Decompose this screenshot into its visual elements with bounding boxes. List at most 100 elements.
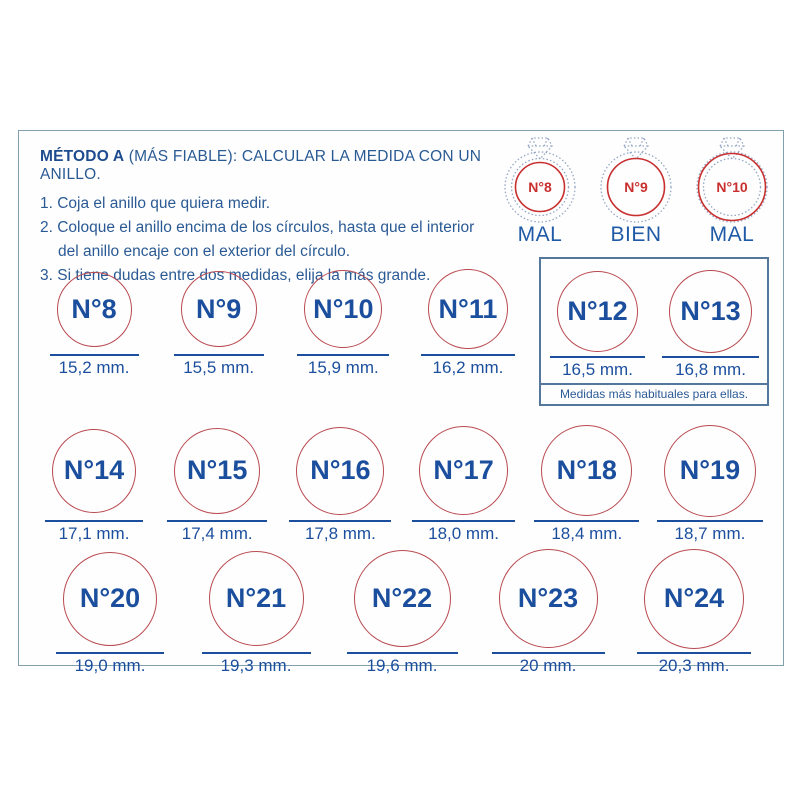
ring-size-cell: N°16 17,8 mm. [281,424,399,544]
size-mm: 16,5 mm. [562,360,633,379]
band-outer [696,151,768,223]
size-mm: 19,3 mm. [220,656,292,675]
common-sizes-cells: N°12 16,5 mm. N°13 16,8 mm. [541,269,767,380]
diamond-icon [719,137,745,160]
circle-wrap: N°24 [644,548,744,649]
ring-size-cell: N°22 19,6 mm. [340,548,464,676]
fit-example-too-big: N°10 MAL [693,133,771,247]
size-circle: N°15 [174,427,261,514]
size-mm: 20 mm. [519,656,577,675]
ring-size-cell: N°11 16,2 mm. [409,267,527,378]
fit-example-too-small: N°8 MAL [501,133,579,247]
size-mm: 15,5 mm. [183,358,255,377]
method-step-1: 1. Coja el anillo que quiera medir. [40,195,271,212]
size-circle: N°20 [63,551,157,646]
measure-line [201,652,311,654]
measure-line [173,354,264,356]
measure-line [656,520,763,522]
fit-examples: N°8 MAL N°9 BIEN [501,133,771,247]
circle-wrap: N°23 [498,548,598,649]
size-circle: N°10 [304,270,383,348]
size-grid: N°8 15,2 mm. N°9 15,5 mm. N°10 15,9 mm. … [35,257,769,676]
measure-line [297,354,390,356]
size-label: N°16 [310,455,371,485]
circle-wrap: N°15 [174,424,261,517]
ring-icon: N°8 [504,137,576,223]
circle-wrap: N°13 [669,269,752,353]
measure-line [534,520,640,522]
measure-line [167,520,268,522]
fit-circle-label: N°10 [716,179,747,195]
size-circle: N°13 [669,269,752,353]
circle-wrap: N°20 [63,548,157,649]
ring-size-cell: N°17 18,0 mm. [405,424,523,544]
size-circle: N°8 [56,271,132,347]
guide-frame: MÉTODO A (MÁS FIABLE): CALCULAR LA MEDID… [18,130,784,675]
fit-circle [514,161,566,213]
measure-line [550,356,645,358]
fit-circle [697,152,767,222]
measure-line [56,652,164,654]
size-label: N°23 [517,583,579,613]
size-row-1: N°8 15,2 mm. N°9 15,5 mm. N°10 15,9 mm. … [35,257,769,406]
ring-size-cell: N°20 19,0 mm. [48,548,172,676]
size-circle: N°17 [419,426,509,515]
size-label: N°22 [371,583,433,613]
size-label: N°12 [567,295,628,326]
size-label: N°24 [663,583,725,613]
fit-verdict: BIEN [610,223,662,246]
size-mm: 16,2 mm. [432,358,504,377]
ring-icon: N°9 [600,137,672,223]
band-outer [600,151,672,223]
circle-wrap: N°9 [180,267,257,351]
circle-wrap: N°17 [419,424,509,517]
measure-line [49,354,139,356]
size-circle: N°19 [663,424,756,517]
size-mm: 15,9 mm. [307,358,379,377]
method-title-desc: (MÁS FIABLE): CALCULAR LA MEDIDA CON UN … [40,148,482,183]
circle-wrap: N°19 [663,424,756,517]
ring-size-cell: N°14 17,1 mm. [35,424,153,544]
size-circle: N°24 [644,548,744,649]
ring-size-cell: N°13 16,8 mm. [656,269,766,380]
ring-size-cell: N°12 16,5 mm. [543,269,653,380]
circle-wrap: N°18 [541,424,633,517]
size-label: N°8 [71,293,117,324]
size-mm: 18,0 mm. [428,524,499,543]
size-mm: 19,0 mm. [74,656,146,675]
ring-size-cell: N°19 18,7 mm. [651,424,769,544]
size-mm: 19,6 mm. [366,656,438,675]
size-circle: N°16 [296,426,385,515]
circle-wrap: N°14 [52,424,136,517]
size-circle: N°12 [557,270,638,352]
ring-size-cell: N°21 19,3 mm. [194,548,318,676]
size-mm: 15,2 mm. [58,358,130,377]
measure-line [420,354,515,356]
size-circle: N°21 [208,551,304,646]
size-circle: N°22 [353,550,451,647]
size-label: N°19 [679,455,741,485]
size-label: N°9 [196,293,242,324]
size-circle: N°23 [498,549,598,648]
ring-icon: N°10 [696,137,768,223]
ring-size-cell: N°10 15,9 mm. [284,267,402,378]
method-title: MÉTODO A (MÁS FIABLE): CALCULAR LA MEDID… [40,148,492,184]
circle-wrap: N°22 [353,548,451,649]
band-outer [504,151,576,223]
circle-wrap: N°11 [427,267,508,351]
size-label: N°20 [79,583,141,613]
circle-wrap: N°10 [304,267,383,351]
fit-circle-label: N°9 [624,179,648,195]
size-mm: 17,1 mm. [58,524,130,543]
size-circle: N°11 [427,269,508,349]
size-circle: N°9 [180,271,257,347]
size-mm: 17,4 mm. [181,524,253,543]
size-mm: 18,4 mm. [551,524,623,543]
band-inner [510,157,570,217]
size-circle: N°18 [541,425,633,516]
size-circle: N°14 [52,428,136,513]
size-row-2: N°14 17,1 mm. N°15 17,4 mm. N°16 17,8 mm… [35,424,769,544]
diamond-icon [527,137,553,160]
size-label: N°18 [556,455,617,485]
ring-size-cell: N°23 20 mm. [486,548,610,676]
